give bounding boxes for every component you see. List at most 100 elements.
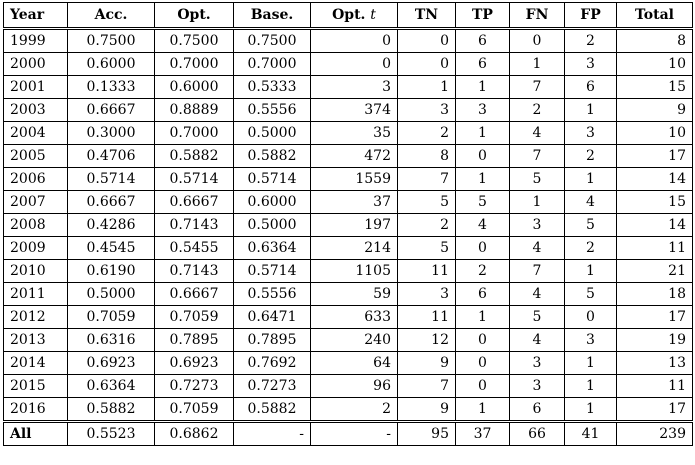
cell-fn: 4 xyxy=(509,236,565,260)
cell-fp: 2 xyxy=(564,144,617,168)
cell-year: 2009 xyxy=(3,236,68,260)
cell-acc: 0.5714 xyxy=(67,167,155,191)
cell-total: 17 xyxy=(616,397,693,422)
cell-acc: 0.6667 xyxy=(67,98,155,122)
cell-acc: 0.4286 xyxy=(67,213,155,237)
cell-tn: 11 xyxy=(397,259,456,283)
cell-tp: 1 xyxy=(455,397,510,422)
cell-acc: 0.4545 xyxy=(67,236,155,260)
summary-year: All xyxy=(3,420,68,446)
cell-fp: 1 xyxy=(564,98,617,122)
cell-opt-t: 37 xyxy=(310,190,398,214)
table-row: 2006 0.5714 0.5714 0.5714 1559 7 1 5 1 14 xyxy=(3,167,693,191)
cell-fn: 0 xyxy=(509,28,565,53)
table-row: 2003 0.6667 0.8889 0.5556 374 3 3 2 1 9 xyxy=(3,98,693,122)
cell-opt-t: 197 xyxy=(310,213,398,237)
table-row: 2009 0.4545 0.5455 0.6364 214 5 0 4 2 11 xyxy=(3,236,693,260)
cell-tn: 0 xyxy=(397,52,456,76)
cell-opt: 0.6000 xyxy=(154,75,234,99)
cell-fp: 0 xyxy=(564,305,617,329)
table-row: 2000 0.6000 0.7000 0.7000 0 0 6 1 3 10 xyxy=(3,52,693,76)
cell-opt-t: 240 xyxy=(310,328,398,352)
table-row: 2011 0.5000 0.6667 0.5556 59 3 6 4 5 18 xyxy=(3,282,693,306)
cell-fn: 3 xyxy=(509,213,565,237)
cell-base: 0.5714 xyxy=(233,167,311,191)
cell-base: 0.6471 xyxy=(233,305,311,329)
cell-year: 2012 xyxy=(3,305,68,329)
header-tp: TP xyxy=(455,2,510,30)
cell-tp: 6 xyxy=(455,28,510,53)
cell-opt: 0.8889 xyxy=(154,98,234,122)
cell-acc: 0.6190 xyxy=(67,259,155,283)
cell-opt-t: 374 xyxy=(310,98,398,122)
cell-tp: 1 xyxy=(455,75,510,99)
header-opt-t-var: t xyxy=(370,7,376,23)
cell-year: 2000 xyxy=(3,52,68,76)
table-row: 2014 0.6923 0.6923 0.7692 64 9 0 3 1 13 xyxy=(3,351,693,375)
cell-opt-t: 1559 xyxy=(310,167,398,191)
cell-fp: 6 xyxy=(564,75,617,99)
cell-year: 1999 xyxy=(3,28,68,53)
cell-fp: 2 xyxy=(564,236,617,260)
cell-opt-t: 472 xyxy=(310,144,398,168)
cell-fn: 7 xyxy=(509,259,565,283)
cell-total: 9 xyxy=(616,98,693,122)
cell-fn: 5 xyxy=(509,305,565,329)
cell-tp: 0 xyxy=(455,374,510,398)
cell-opt-t: 59 xyxy=(310,282,398,306)
table-row: 2012 0.7059 0.7059 0.6471 633 11 1 5 0 17 xyxy=(3,305,693,329)
cell-total: 10 xyxy=(616,121,693,145)
cell-tp: 5 xyxy=(455,190,510,214)
summary-fn: 66 xyxy=(509,420,565,446)
cell-acc: 0.6316 xyxy=(67,328,155,352)
cell-total: 13 xyxy=(616,351,693,375)
cell-year: 2007 xyxy=(3,190,68,214)
table-row: 1999 0.7500 0.7500 0.7500 0 0 6 0 2 8 xyxy=(3,28,693,53)
cell-base: 0.7500 xyxy=(233,28,311,53)
cell-base: 0.7273 xyxy=(233,374,311,398)
cell-acc: 0.5000 xyxy=(67,282,155,306)
cell-opt-t: 64 xyxy=(310,351,398,375)
cell-opt: 0.7059 xyxy=(154,397,234,422)
cell-total: 21 xyxy=(616,259,693,283)
cell-total: 14 xyxy=(616,167,693,191)
cell-total: 11 xyxy=(616,236,693,260)
cell-fp: 1 xyxy=(564,397,617,422)
cell-tp: 0 xyxy=(455,236,510,260)
cell-base: 0.5882 xyxy=(233,397,311,422)
cell-year: 2013 xyxy=(3,328,68,352)
header-year: Year xyxy=(3,2,68,30)
cell-year: 2008 xyxy=(3,213,68,237)
cell-tn: 2 xyxy=(397,121,456,145)
cell-total: 18 xyxy=(616,282,693,306)
cell-fn: 1 xyxy=(509,190,565,214)
cell-tn: 11 xyxy=(397,305,456,329)
cell-tn: 5 xyxy=(397,190,456,214)
header-opt: Opt. xyxy=(154,2,234,30)
table-row: 2005 0.4706 0.5882 0.5882 472 8 0 7 2 17 xyxy=(3,144,693,168)
cell-fn: 4 xyxy=(509,328,565,352)
cell-tp: 0 xyxy=(455,328,510,352)
cell-tn: 7 xyxy=(397,374,456,398)
cell-base: 0.5882 xyxy=(233,144,311,168)
cell-acc: 0.6000 xyxy=(67,52,155,76)
header-fp: FP xyxy=(564,2,617,30)
summary-total: 239 xyxy=(616,420,693,446)
header-base: Base. xyxy=(233,2,311,30)
cell-tp: 0 xyxy=(455,351,510,375)
cell-opt-t: 214 xyxy=(310,236,398,260)
cell-base: 0.5556 xyxy=(233,282,311,306)
cell-total: 10 xyxy=(616,52,693,76)
cell-fp: 1 xyxy=(564,351,617,375)
cell-opt-t: 1105 xyxy=(310,259,398,283)
cell-opt: 0.7273 xyxy=(154,374,234,398)
cell-fp: 3 xyxy=(564,52,617,76)
cell-tn: 3 xyxy=(397,98,456,122)
header-fn: FN xyxy=(509,2,565,30)
cell-tp: 3 xyxy=(455,98,510,122)
cell-total: 14 xyxy=(616,213,693,237)
header-tn: TN xyxy=(397,2,456,30)
cell-acc: 0.4706 xyxy=(67,144,155,168)
cell-total: 11 xyxy=(616,374,693,398)
cell-opt: 0.5714 xyxy=(154,167,234,191)
